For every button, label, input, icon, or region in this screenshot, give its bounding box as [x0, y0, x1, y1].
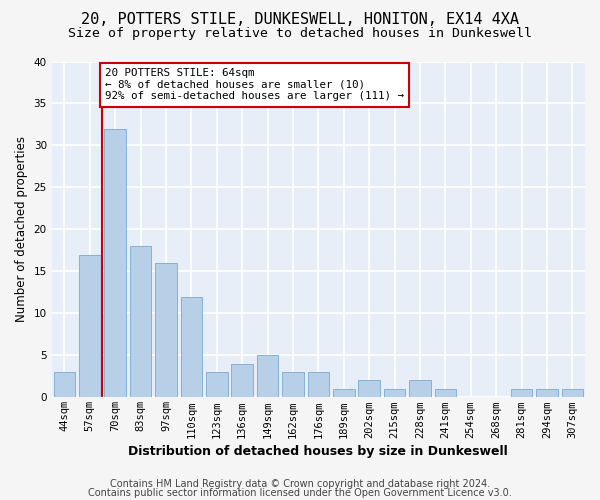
- Bar: [130, 246, 151, 398]
- Text: Size of property relative to detached houses in Dunkeswell: Size of property relative to detached ho…: [68, 28, 532, 40]
- Bar: [104, 128, 126, 398]
- Text: Contains public sector information licensed under the Open Government Licence v3: Contains public sector information licen…: [88, 488, 512, 498]
- Bar: [434, 389, 456, 398]
- Bar: [79, 254, 101, 398]
- X-axis label: Distribution of detached houses by size in Dunkeswell: Distribution of detached houses by size …: [128, 444, 508, 458]
- Bar: [562, 389, 583, 398]
- Bar: [536, 389, 557, 398]
- Bar: [181, 296, 202, 398]
- Bar: [511, 389, 532, 398]
- Bar: [384, 389, 406, 398]
- Bar: [358, 380, 380, 398]
- Bar: [53, 372, 75, 398]
- Text: 20 POTTERS STILE: 64sqm
← 8% of detached houses are smaller (10)
92% of semi-det: 20 POTTERS STILE: 64sqm ← 8% of detached…: [105, 68, 404, 102]
- Bar: [206, 372, 227, 398]
- Y-axis label: Number of detached properties: Number of detached properties: [15, 136, 28, 322]
- Bar: [155, 263, 177, 398]
- Bar: [333, 389, 355, 398]
- Bar: [282, 372, 304, 398]
- Text: Contains HM Land Registry data © Crown copyright and database right 2024.: Contains HM Land Registry data © Crown c…: [110, 479, 490, 489]
- Bar: [232, 364, 253, 398]
- Text: 20, POTTERS STILE, DUNKESWELL, HONITON, EX14 4XA: 20, POTTERS STILE, DUNKESWELL, HONITON, …: [81, 12, 519, 28]
- Bar: [308, 372, 329, 398]
- Bar: [257, 356, 278, 398]
- Bar: [409, 380, 431, 398]
